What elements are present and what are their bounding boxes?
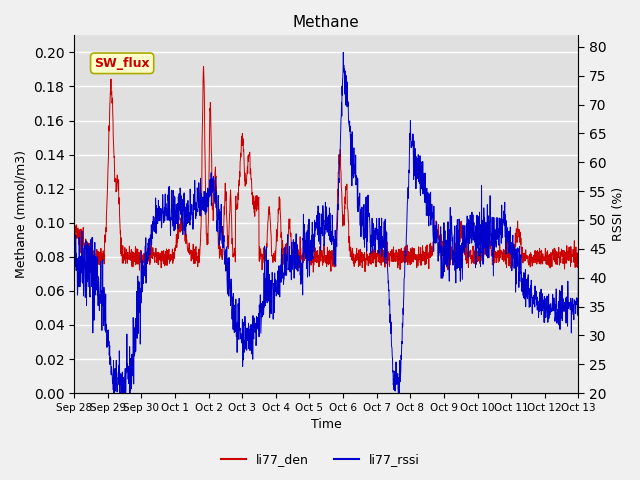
li77_rssi [316,227,323,233]
li77_rssi [560,303,568,309]
li77_rssi [302,230,310,236]
li77_den [70,224,78,229]
Y-axis label: RSSI (%): RSSI (%) [612,187,625,241]
li77_den [316,244,324,250]
Legend: li77_den, li77_rssi: li77_den, li77_rssi [216,448,424,471]
li77_rssi [110,390,118,396]
Title: Methane: Methane [293,15,360,30]
Line: li77_den: li77_den [74,67,579,272]
li77_rssi [96,291,104,297]
li77_den [310,269,317,275]
Text: SW_flux: SW_flux [94,57,150,70]
X-axis label: Time: Time [311,419,342,432]
Y-axis label: Methane (mmol/m3): Methane (mmol/m3) [15,150,28,278]
li77_rssi [468,240,476,246]
li77_rssi [561,308,568,314]
li77_den [468,252,476,258]
li77_rssi [70,251,78,257]
li77_den [200,64,207,70]
Line: li77_rssi: li77_rssi [74,52,579,393]
li77_den [561,257,568,263]
li77_den [560,248,568,253]
li77_den [96,259,104,264]
li77_den [575,246,582,252]
li77_rssi [339,49,347,55]
li77_rssi [575,248,582,254]
li77_den [302,247,310,253]
